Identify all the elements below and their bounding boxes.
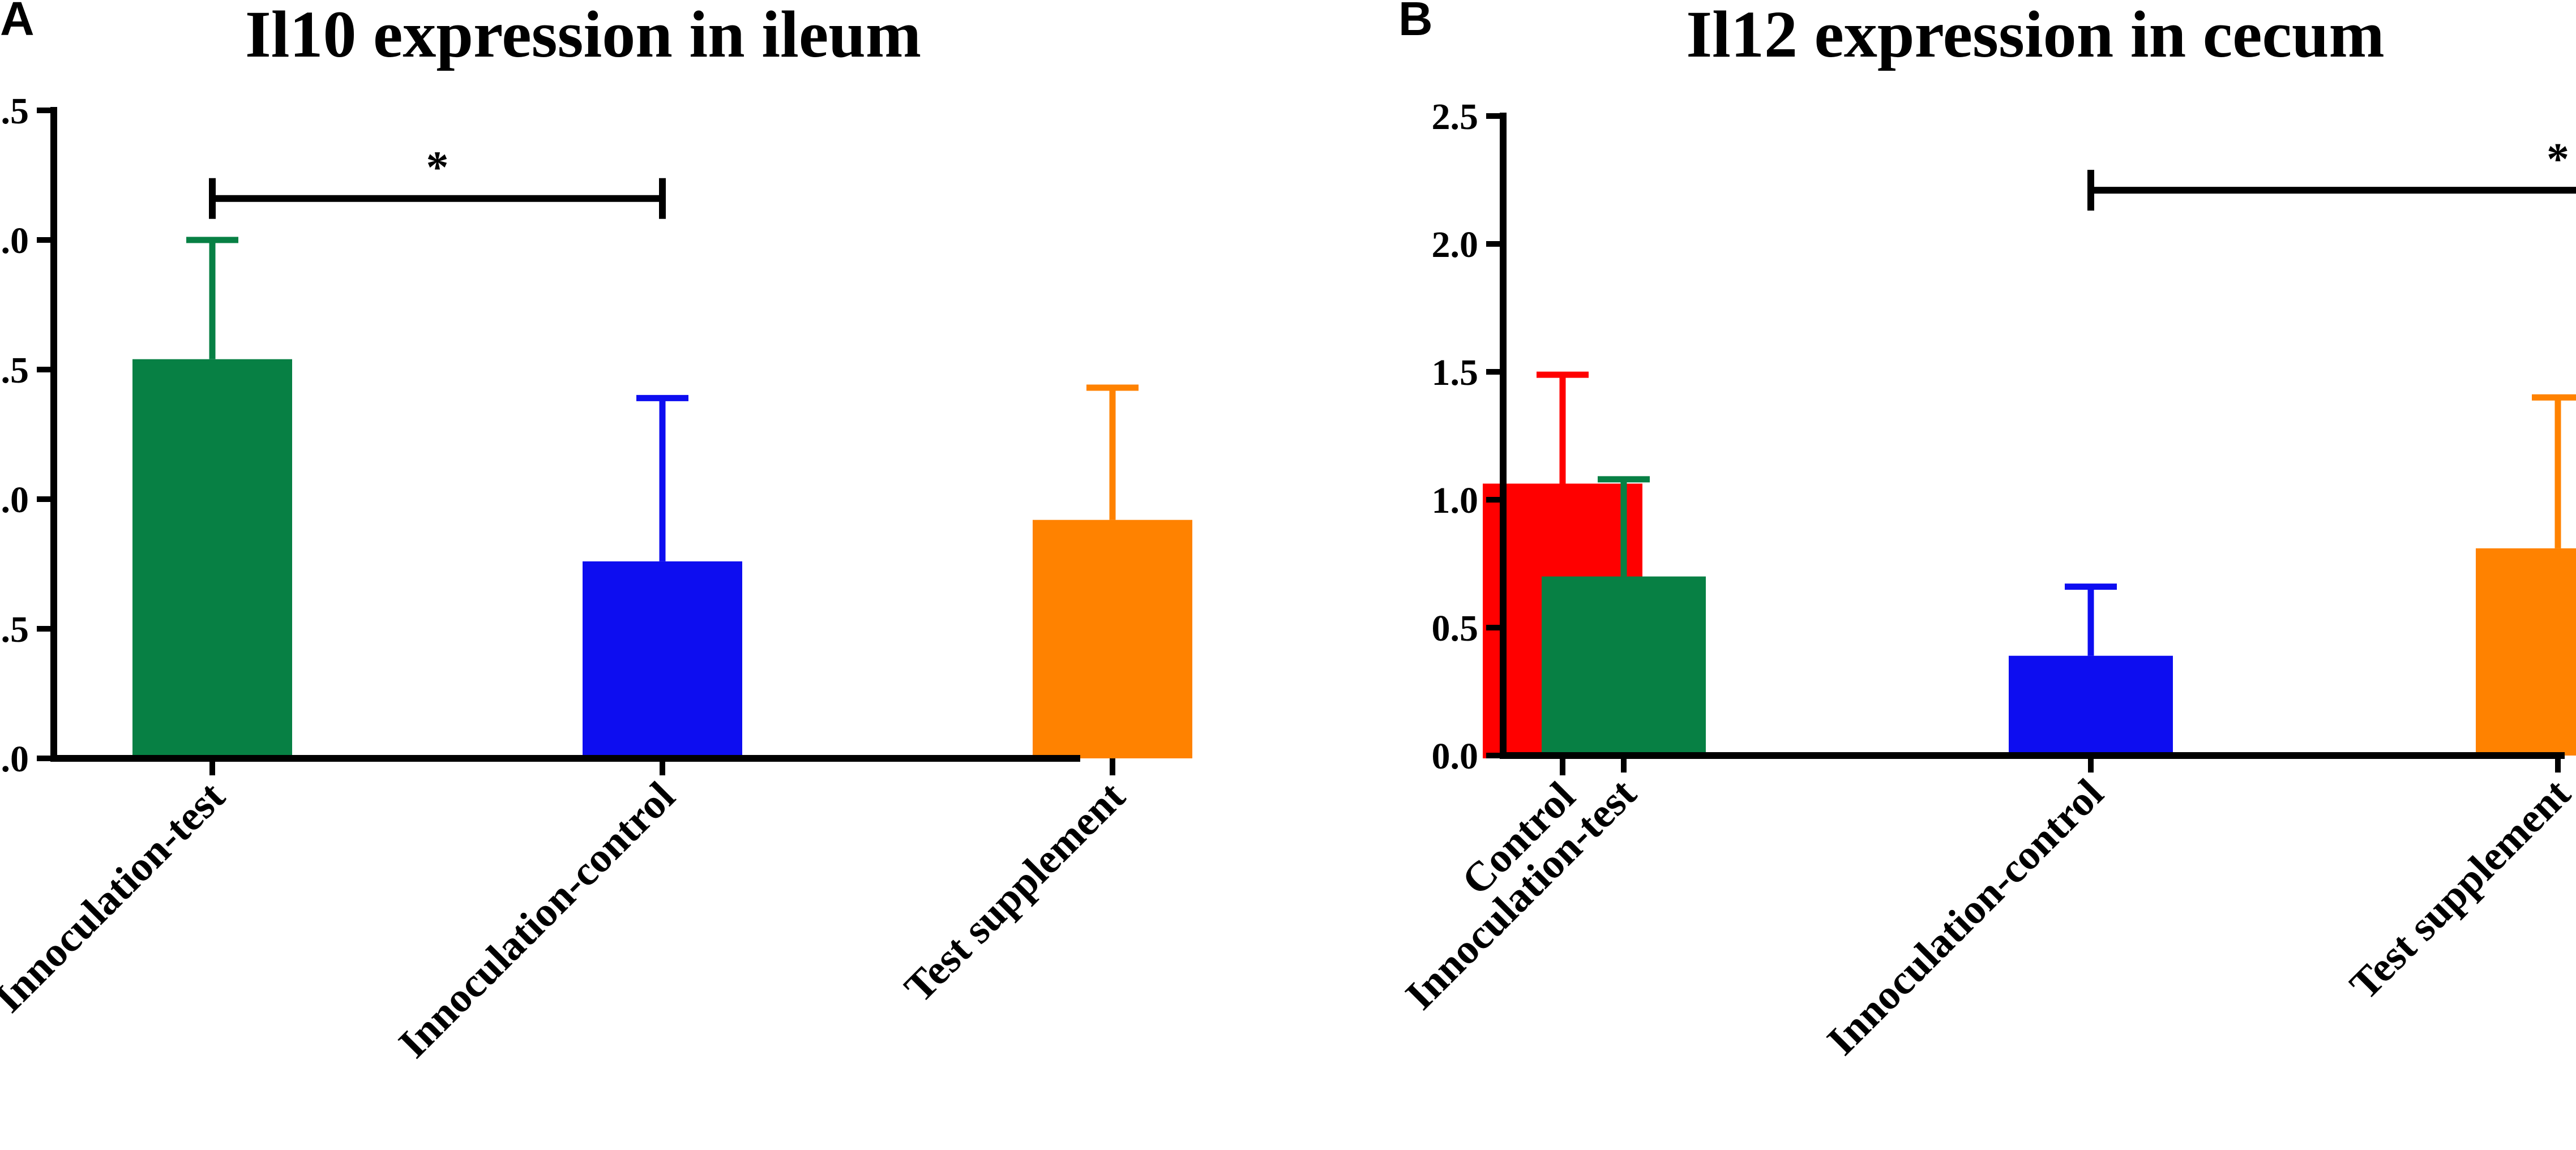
panel-b-error-bar-0 [1598,476,1650,577]
panel-a-y-tick-label-1: 0.5 [0,609,29,650]
panel-a-error-bar-0 [186,237,238,359]
panel-a-bar-1 [583,561,742,758]
panel-a-significance-label-0: * [426,143,449,193]
panel-b-y-tick-label-3: 1.5 [1432,352,1479,393]
chart-title-b: Il12 expression in cecum [1686,0,2385,71]
panel-b-category-label-2: Test supplement [2341,770,2576,1009]
panel-b-category-label-1: Innoculation-control [1818,770,2112,1064]
panel-a-category-label-2: Test supplement [896,773,1134,1011]
panel-a-y-tick-label-0: 0.0 [0,739,29,780]
panel-a-y-tick-label-3: 1.5 [0,350,29,391]
panel-a-error-bar-2 [1086,384,1139,520]
panel-a-y-tick-label-4: 2.0 [0,220,29,261]
panel-a-error-bar-1 [636,394,688,561]
panel-a: A Il10 expression in ileum 0.0 0.5 1.0 1.5 2… [0,0,1642,1067]
panel-a-bar-0 [132,359,292,758]
panel-b-y-tick-label-4: 2.0 [1432,224,1479,265]
panel-b-significance-label-0: * [2547,135,2569,184]
panel-b-error-bar-2 [2532,394,2576,548]
panel-b-y-tick-label-1: 0.5 [1432,608,1479,649]
panel-letter-b: B [1398,0,1433,45]
chart-title-a: Il10 expression in ileum [245,0,921,71]
panel-a-y-tick-label-2: 1.0 [0,479,29,521]
panel-b-bar-0 [1542,576,1706,756]
panel-b-bar-1 [2009,655,2173,756]
panel-a-category-label-1: Innoculation-control [390,773,684,1067]
panel-b-error-bar-1 [2065,583,2117,656]
panel-b-y-tick-label-2: 1.0 [1432,480,1479,521]
panel-a-y-tick-label-5: 2.5 [0,91,29,132]
panel-b-y-tick-label-5: 2.5 [1432,96,1479,138]
panel-a-significance-bracket-0: * [209,143,666,219]
panel-a-category-label-0: Innoculation-test [0,773,234,1022]
panel-letter-a: A [0,0,35,45]
panel-b-significance-bracket-0: * [2087,135,2576,211]
panel-b-bar-2 [2476,548,2576,756]
panel-b-y-tick-label-0: 0.0 [1432,736,1479,777]
panel-a-error-bar-3 [1537,371,1589,484]
panel-a-bar-2 [1033,520,1192,758]
